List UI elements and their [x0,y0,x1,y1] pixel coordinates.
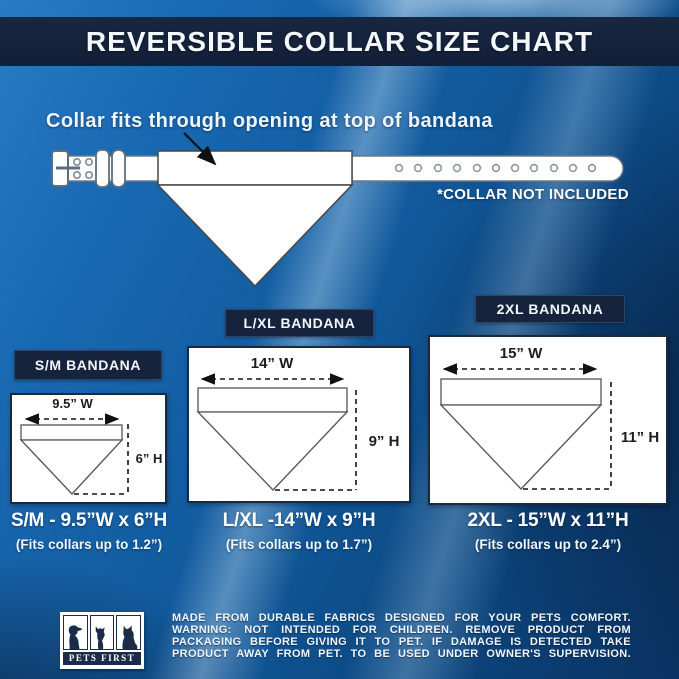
width-dim-sm: 9.5” W [52,396,93,411]
warning-line: PRODUCT AWAY FROM PET. TO BE USED UNDER … [172,647,631,660]
buckle-icon [51,150,80,187]
size-fits-2xl: (Fits collars up to 2.4”) [474,537,622,552]
page-title: REVERSIBLE COLLAR SIZE CHART [85,25,594,57]
warning-line: WARNING: NOT INTENDED FOR CHILDREN. REMO… [172,623,631,636]
bandana-on-collar [156,150,354,288]
size-fits-sm: (Fits collars up to 1.2”) [15,537,163,552]
width-dim-2xl: 15” W [499,345,543,362]
size-tag-lxl-label: L/XL BANDANA [243,315,356,331]
size-tag-lxl: L/XL BANDANA [225,309,374,337]
diagram-2xl [439,363,612,490]
collar-strap [51,149,624,188]
warning-text-block: MADE FROM DURABLE FABRICS DESIGNED FOR Y… [172,612,631,661]
size-tag-sm-label: S/M BANDANA [34,357,142,373]
pets-first-logo: PETS FIRST [60,612,144,669]
size-tag-sm: S/M BANDANA [14,350,162,380]
height-dim-lxl: 9” H [368,433,400,450]
size-tag-2xl: 2XL BANDANA [475,295,625,323]
width-dim-lxl: 14” W [250,355,294,372]
keeper-loop [111,149,126,188]
diagram-panel-2xl: 15” W 11” H [428,335,668,505]
size-fits-lxl: (Fits collars up to 1.7”) [225,537,373,552]
logo-wordmark: PETS FIRST [63,652,141,665]
size-caption-sm: S/M - 9.5”W x 6”H [10,510,168,531]
collar-caption: Collar fits through opening at top of ba… [46,110,493,132]
diagram-panel-sm: 9.5” W 6” H [10,393,167,504]
dog-icon [116,615,142,650]
size-caption-lxl: L/XL -14”W x 9”H [222,510,376,531]
warning-line: PACKAGING BEFORE GIVING IT TO PET. IF DA… [172,635,631,648]
keeper-loop [95,149,110,188]
diagram-sm [19,413,129,495]
pointer-arrow-icon [183,132,217,166]
strap-holes [394,163,597,173]
warning-line: MADE FROM DURABLE FABRICS DESIGNED FOR Y… [172,612,631,624]
dog-icon [63,615,88,650]
size-caption-2xl: 2XL - 15”W x 11”H [467,510,629,531]
diagram-panel-lxl: 14” W 9” H [187,346,411,503]
collar-not-included-note: *COLLAR NOT INCLUDED [437,186,629,203]
size-tag-2xl-label: 2XL BANDANA [496,301,604,317]
dog-icon [89,615,115,650]
title-banner: REVERSIBLE COLLAR SIZE CHART [0,17,679,66]
buckle-holes [73,158,94,180]
diagram-lxl [196,373,357,491]
height-dim-2xl: 11” H [620,429,660,446]
height-dim-sm: 6” H [135,451,163,466]
